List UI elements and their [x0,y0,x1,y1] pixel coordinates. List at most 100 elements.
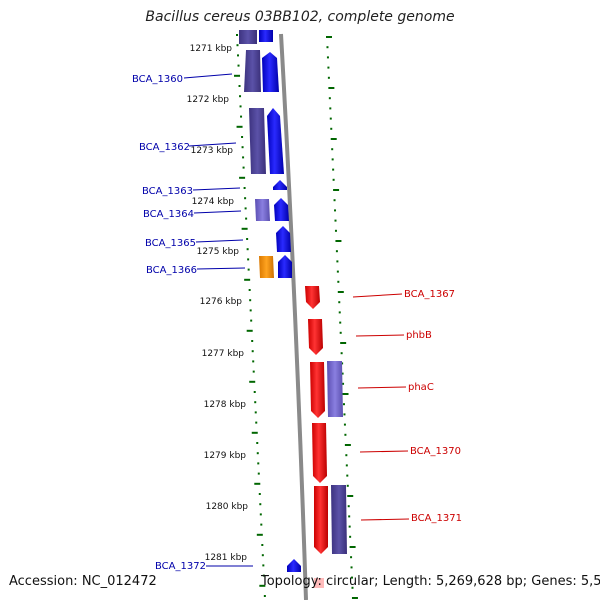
accession-text: Accession: NC_012472 [9,574,157,589]
major-tick [335,240,342,242]
partial-gene-top [259,30,273,42]
minor-tick [241,136,244,138]
scale-label: 1281 kbp [205,553,248,563]
forward-gene-labels: BCA_1360 BCA_1362 BCA_1363 BCA_1364 BCA_… [132,73,253,572]
major-tick [351,597,358,599]
major-tick [340,342,347,344]
scale-labels: 1271 kbp 1272 kbp 1273 kbp 1274 kbp 1275… [187,44,249,563]
major-tick [254,482,261,485]
minor-tick [244,207,247,210]
scale-label: 1279 kbp [204,451,247,461]
gene-bca-1364 [274,198,289,221]
minor-tick [247,258,250,261]
minor-tick [334,229,337,232]
major-tick [239,176,246,179]
scale-label: 1276 kbp [200,297,243,307]
minor-tick [334,209,337,212]
minor-tick [236,44,239,47]
minor-tick [341,362,344,365]
minor-tick [254,401,257,404]
top-partial-features [239,30,273,44]
major-tick [244,278,251,281]
minor-tick [250,319,253,322]
scale-label: 1280 kbp [206,502,249,512]
gene-bca-1371 [314,486,328,554]
leader-bca-1367 [352,293,403,298]
minor-tick [345,454,348,457]
minor-tick [332,168,335,171]
label-bca-1364: BCA_1364 [143,209,194,220]
minor-tick [256,442,259,444]
minor-tick [335,250,338,253]
minor-tick [252,370,255,373]
minor-tick [330,127,333,130]
gene-bca-1367 [305,286,320,309]
minor-tick [339,331,342,334]
cds-bca-1366 [259,256,274,278]
label-bca-1370: BCA_1370 [410,446,461,457]
scale-label: 1277 kbp [202,349,245,359]
scale-label: 1271 kbp [190,44,233,54]
minor-tick [343,423,346,426]
major-tick [333,189,340,191]
minor-tick [242,156,245,159]
minor-tick [328,97,331,100]
minor-tick [258,493,261,495]
label-bca-1371: BCA_1371 [411,513,462,524]
gene-bca-1372 [287,559,301,572]
minor-tick [336,270,339,273]
label-bca-1360: BCA_1360 [132,74,183,85]
major-tick [249,380,256,383]
minor-tick [327,66,330,69]
cds-phac [327,361,343,417]
major-tick [246,329,253,332]
minor-tick [249,299,252,302]
major-tick [347,495,354,497]
minor-tick [251,350,254,353]
minor-tick [243,187,246,189]
minor-tick [344,433,347,436]
reverse-features [305,286,347,588]
minor-tick [331,148,334,151]
leader-bca-1365 [195,239,244,243]
cds-bca-1362 [249,108,266,174]
minor-tick [338,301,341,304]
cds-bca-1364 [255,199,270,221]
minor-tick [342,382,345,385]
leader-phac [357,386,407,389]
minor-tick [326,56,329,59]
cds-bca-1360 [244,50,261,92]
minor-tick [326,46,329,49]
major-tick [330,138,337,140]
minor-tick [245,217,248,220]
gene-bca-1370 [312,423,327,483]
minor-tick [237,54,240,57]
forward-features [244,50,301,572]
minor-tick [337,280,340,283]
minor-tick [331,158,334,161]
minor-tick [237,64,240,67]
minor-tick [253,391,256,393]
minor-tick [345,464,348,467]
minor-tick [346,484,349,487]
minor-tick [329,107,332,110]
minor-tick [255,421,258,424]
label-bca-1362: BCA_1362 [139,142,190,153]
minor-tick [261,554,264,557]
major-tick [344,444,351,446]
minor-tick [340,352,343,355]
gene-bca-1365 [276,226,291,252]
minor-tick [261,544,264,546]
minor-tick [248,289,251,291]
partial-cds-top [239,30,257,44]
gene-bca-1366 [278,255,292,278]
major-tick [328,87,335,89]
label-phbb: phbB [406,330,432,341]
minor-tick [238,85,241,87]
minor-tick [341,372,344,375]
label-bca-1365: BCA_1365 [145,238,196,249]
minor-tick [263,595,266,597]
minor-tick [262,564,265,567]
leader-phbb [355,334,405,337]
